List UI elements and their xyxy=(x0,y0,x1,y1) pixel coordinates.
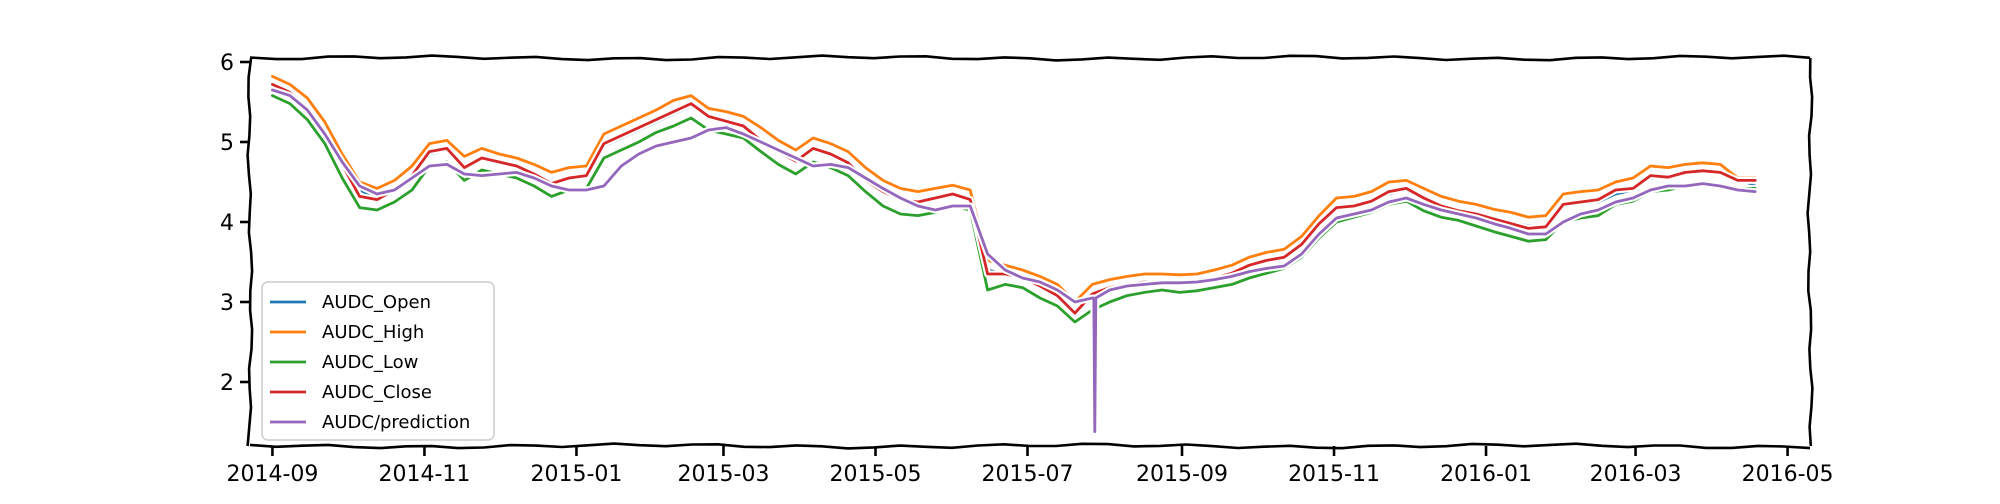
legend-item: AUDC_High xyxy=(270,322,424,343)
legend-item: AUDC_Close xyxy=(270,382,432,403)
legend-label: AUDC_High xyxy=(322,322,424,343)
y-tick-label: 6 xyxy=(220,51,234,76)
x-tick-label: 2014-11 xyxy=(378,462,470,487)
x-tick-label: 2016-01 xyxy=(1440,462,1532,487)
series-layer xyxy=(268,72,1759,436)
x-tick-label: 2015-01 xyxy=(530,462,622,487)
series-line xyxy=(271,75,1757,304)
series-line xyxy=(271,88,1757,433)
legend-label: AUDC_Open xyxy=(322,292,431,313)
plot-frame-top xyxy=(249,54,1811,62)
chart-legend: AUDC_Open AUDC_High AUDC_Low AUDC_Close AUDC… xyxy=(261,281,495,441)
legend-item: AUDC_Open xyxy=(270,292,431,313)
axes-layer: 2014-09 2014-11 2015-01 2015-03 2015-05 2015-… xyxy=(220,51,1834,487)
legend-item: AUDC_Low xyxy=(270,352,418,373)
legend-label: AUDC/prediction xyxy=(322,412,470,433)
legend-item: AUDC/prediction xyxy=(270,412,470,433)
x-tick-label: 2014-09 xyxy=(226,462,318,487)
y-tick-label: 3 xyxy=(220,291,234,316)
plot-frame-right xyxy=(1806,57,1814,447)
series-audc-high xyxy=(268,72,1759,306)
x-tick-label: 2016-05 xyxy=(1742,462,1834,487)
legend-box xyxy=(261,281,495,441)
x-tick-label: 2016-03 xyxy=(1590,462,1682,487)
legend-label: AUDC_Close xyxy=(322,382,432,403)
series-audc-low xyxy=(268,92,1759,326)
plot-frame-bottom xyxy=(249,442,1811,450)
x-tick-label: 2015-05 xyxy=(830,462,922,487)
series-audc-prediction xyxy=(268,86,1759,436)
x-tick-label: 2015-03 xyxy=(678,462,770,487)
x-tick-label: 2015-11 xyxy=(1288,462,1380,487)
legend-label: AUDC_Low xyxy=(322,352,418,373)
y-tick-label: 5 xyxy=(220,131,234,156)
series-line xyxy=(271,94,1757,324)
x-tick-label: 2015-07 xyxy=(982,462,1074,487)
y-tick-label: 2 xyxy=(220,371,234,396)
y-tick-label: 4 xyxy=(220,211,234,236)
x-tick-label: 2015-09 xyxy=(1136,462,1228,487)
